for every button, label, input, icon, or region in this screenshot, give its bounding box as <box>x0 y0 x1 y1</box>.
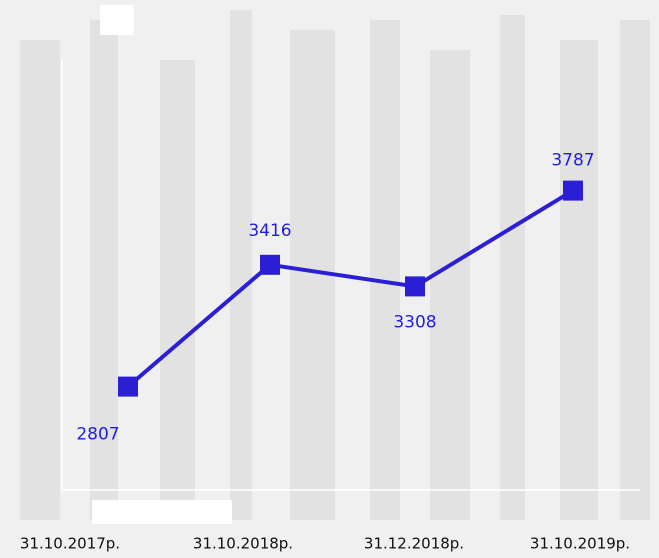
x-tick-label: 31.10.2018р. <box>193 535 293 553</box>
x-tick-label: 31.12.2018р. <box>364 535 464 553</box>
x-tick-label: 31.10.2017р. <box>20 535 120 553</box>
marker <box>118 377 138 397</box>
x-tick-label: 31.10.2019р. <box>530 535 630 553</box>
background-texture <box>0 0 659 558</box>
marker <box>563 181 583 201</box>
data-label: 3416 <box>248 221 291 241</box>
data-label: 3787 <box>551 151 594 171</box>
marker <box>260 255 280 275</box>
data-label: 2807 <box>76 425 119 445</box>
chart: 31.10.2017р. 31.10.2018р. 31.12.2018р. 31.1… <box>0 0 659 558</box>
data-label: 3308 <box>393 312 436 332</box>
marker <box>405 276 425 296</box>
